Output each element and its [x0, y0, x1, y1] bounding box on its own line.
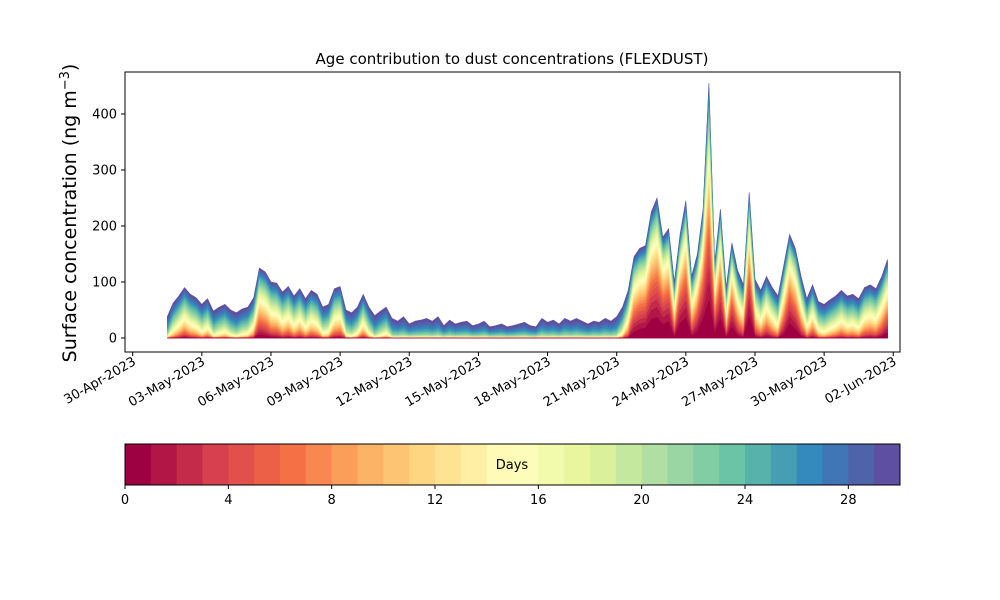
colorbar-tick-label: 28 — [840, 493, 857, 508]
colorbar-tick-label: 8 — [328, 493, 336, 508]
y-axis-label-main: Surface concentration (ng m — [59, 90, 81, 362]
x-tick-label: 02-Jun-2023 — [822, 354, 899, 407]
colorbar-segment — [280, 444, 307, 485]
colorbar-segment — [150, 444, 178, 485]
y-axis-label: Surface concentration (ng m−3) — [58, 64, 81, 363]
x-tick-label: 12-May-2023 — [334, 354, 416, 410]
chart-title: Age contribution to dust concentrations … — [316, 50, 709, 68]
colorbar-segment — [460, 444, 488, 485]
colorbar-segment — [486, 444, 513, 485]
colorbar-segment — [305, 444, 333, 485]
y-tick-label: 400 — [92, 108, 117, 123]
x-tick-label: 24-May-2023 — [610, 354, 692, 410]
x-tick-label: 09-May-2023 — [264, 354, 346, 410]
colorbar-segment — [383, 444, 410, 485]
colorbar-segment — [719, 444, 746, 485]
colorbar-segment — [693, 444, 720, 485]
colorbar-segment — [512, 444, 539, 485]
x-tick-label: 18-May-2023 — [472, 354, 554, 410]
colorbar-segment — [228, 444, 255, 485]
x-tick-label: 21-May-2023 — [541, 354, 623, 410]
colorbar-segment — [176, 444, 203, 485]
y-axis-label-superscript: −3 — [58, 71, 73, 90]
y-tick-label: 0 — [109, 332, 117, 347]
y-tick-label: 100 — [92, 276, 117, 291]
colorbar-segment — [125, 444, 152, 485]
colorbar-segment — [796, 444, 823, 485]
colorbar: 0 4 8 12 16 20 24 28 — [121, 443, 901, 508]
colorbar-segment — [641, 444, 668, 485]
y-tick-label: 200 — [92, 220, 117, 235]
x-tick-label: 30-May-2023 — [748, 354, 830, 410]
colorbar-segment — [409, 444, 436, 485]
colorbar-segment — [848, 444, 875, 485]
colorbar-segment — [254, 444, 281, 485]
colorbar-segment — [874, 444, 901, 485]
colorbar-frame — [124, 443, 901, 486]
colorbar-segment — [770, 444, 798, 485]
colorbar-segment — [435, 444, 462, 485]
colorbar-tick-label: 12 — [427, 493, 444, 508]
age-band-0 — [167, 300, 888, 339]
x-tick-label: 15-May-2023 — [403, 354, 485, 410]
colorbar-segment — [667, 444, 694, 485]
colorbar-segment — [564, 444, 591, 485]
colorbar-segment — [202, 444, 229, 485]
colorbar-segment — [538, 444, 565, 485]
colorbar-label: Days — [496, 458, 529, 473]
x-tick-label: 06-May-2023 — [195, 354, 277, 410]
y-tick-label: 300 — [92, 164, 117, 179]
colorbar-tick-label: 24 — [737, 493, 754, 508]
colorbar-segment — [331, 444, 358, 485]
colorbar-segment — [590, 444, 617, 485]
colorbar-tick-label: 0 — [121, 493, 129, 508]
colorbar-tick-label: 20 — [633, 493, 650, 508]
x-tick-label: 03-May-2023 — [126, 354, 208, 410]
age-bands — [167, 83, 888, 339]
colorbar-segment — [745, 444, 772, 485]
colorbar-tick-label: 4 — [224, 493, 232, 508]
x-tick-label: 27-May-2023 — [679, 354, 761, 410]
plot-area: 010020030040030-Apr-202303-May-202306-Ma… — [62, 71, 901, 410]
colorbar-segment — [357, 444, 384, 485]
plot-frame — [124, 71, 901, 353]
y-axis-label-close: ) — [59, 64, 81, 71]
colorbar-tick-label: 16 — [530, 493, 547, 508]
colorbar-segment — [615, 444, 643, 485]
colorbar-segment — [822, 444, 849, 485]
